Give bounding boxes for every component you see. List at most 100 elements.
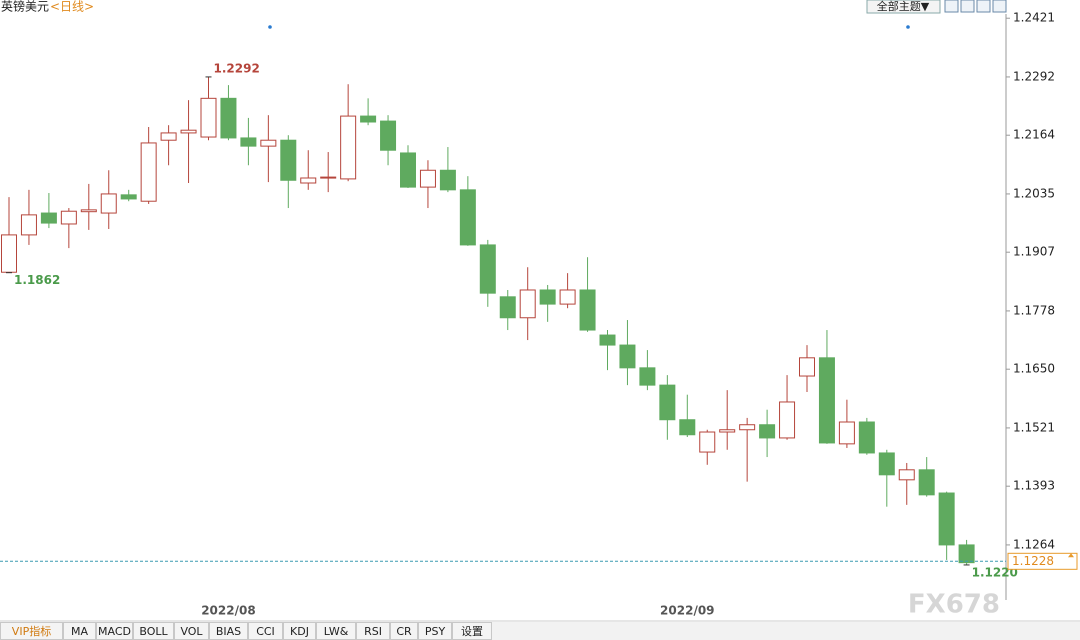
symbol-name: 英镑美元 — [1, 0, 49, 14]
x-tick-label: 2022/09 — [660, 604, 714, 618]
tab-label: LW& — [324, 625, 349, 638]
candle-body — [779, 401, 796, 439]
candle-body — [679, 419, 696, 436]
tab-label: BIAS — [216, 625, 241, 638]
y-tick-label: 1.2421 — [1013, 11, 1055, 25]
candle-body — [858, 421, 875, 454]
candle-body — [100, 193, 117, 214]
tab[interactable]: CCI — [248, 622, 283, 640]
candle-body — [439, 169, 456, 191]
y-tick-label: 1.1650 — [1013, 362, 1055, 376]
theme-button[interactable] — [866, 0, 941, 14]
candle-body — [40, 212, 57, 224]
tab[interactable]: RSI — [356, 622, 390, 640]
icon-button[interactable] — [992, 0, 1007, 13]
theme-button-label[interactable]: 全部主题▼ — [877, 0, 930, 13]
candle-body — [739, 424, 756, 431]
tab[interactable]: LW& — [316, 622, 356, 640]
candle-body — [459, 189, 476, 246]
tab[interactable]: VOL — [174, 622, 209, 640]
candle-body — [818, 357, 835, 444]
tab[interactable]: BOLL — [133, 622, 174, 640]
candle-body — [20, 214, 37, 236]
candle-body — [719, 429, 736, 433]
extreme-label: 1.1862 — [14, 273, 60, 287]
icon-button[interactable] — [944, 0, 959, 13]
candle-body — [400, 152, 416, 188]
candle-body — [320, 176, 337, 179]
candle-body — [1, 234, 17, 273]
y-tick-label: 1.1264 — [1013, 537, 1055, 551]
icon-button[interactable] — [976, 0, 991, 13]
last-price-box — [1007, 552, 1078, 570]
last-price-label: 1.1228 — [1012, 554, 1054, 568]
candle-body — [60, 210, 77, 225]
candle-body — [878, 452, 895, 476]
marker-dot — [906, 25, 910, 29]
tab-label: 设置 — [461, 625, 483, 638]
candle-body — [918, 469, 935, 496]
tab[interactable]: CR — [390, 622, 418, 640]
candle-body — [260, 139, 277, 147]
y-tick-label: 1.1778 — [1013, 303, 1055, 317]
candle-body — [180, 129, 197, 134]
tab[interactable]: MA — [63, 622, 96, 640]
candle-body — [579, 289, 596, 331]
icon-button[interactable] — [960, 0, 975, 13]
tab-label: CCI — [256, 625, 275, 638]
candle-body — [360, 115, 377, 123]
tab[interactable]: 设置 — [452, 622, 492, 640]
candle-body — [639, 367, 656, 386]
candle-body — [699, 431, 716, 453]
tab[interactable]: VIP指标 — [0, 622, 63, 640]
toolbar-icons — [944, 0, 1007, 13]
candle-body — [200, 97, 217, 138]
candles — [1, 76, 975, 565]
candle-body — [280, 139, 297, 181]
candle-body — [799, 357, 815, 377]
candle-body — [220, 97, 237, 139]
candle-body — [898, 469, 915, 481]
y-tick-label: 1.2292 — [1013, 69, 1055, 83]
candle-body — [659, 384, 676, 421]
tab-label: RSI — [364, 625, 382, 638]
candle-body — [559, 289, 576, 305]
tab-label: KDJ — [290, 625, 309, 638]
extreme-label: 1.2292 — [214, 61, 260, 75]
marker-dot — [268, 25, 272, 29]
candle-body — [499, 296, 516, 319]
candle-body — [958, 544, 975, 564]
y-tick-label: 1.1393 — [1013, 479, 1055, 493]
watermark: FX678 — [908, 590, 1000, 620]
extreme-label: 1.1220 — [972, 565, 1018, 579]
tab[interactable]: KDJ — [283, 622, 316, 640]
candle-body — [938, 492, 955, 546]
tab-label: MACD — [98, 625, 131, 638]
tab[interactable]: MACD — [96, 622, 133, 640]
candle-body — [759, 424, 776, 439]
y-tick-label: 1.1907 — [1013, 245, 1055, 259]
candle-body — [599, 334, 616, 346]
y-tick-label: 1.1521 — [1013, 420, 1055, 434]
candle-body — [479, 244, 496, 294]
x-tick-label: 2022/08 — [201, 604, 255, 618]
candle-body — [539, 289, 556, 305]
tab-label: BOLL — [139, 625, 168, 638]
candle-body — [838, 421, 855, 445]
candle-body — [340, 115, 357, 180]
candle-body — [80, 209, 97, 213]
candle-body — [519, 289, 536, 319]
period-link[interactable]: <日线> — [50, 0, 94, 14]
candle-body — [619, 344, 636, 369]
tab-label: CR — [396, 625, 412, 638]
tab-label: PSY — [425, 625, 446, 638]
candle-body — [419, 169, 436, 188]
tab[interactable]: PSY — [418, 622, 452, 640]
y-tick-label: 1.2035 — [1013, 186, 1055, 200]
tab[interactable]: BIAS — [209, 622, 248, 640]
candle-body — [380, 120, 397, 151]
tab-label: VOL — [180, 625, 203, 638]
candle-body — [300, 177, 317, 184]
